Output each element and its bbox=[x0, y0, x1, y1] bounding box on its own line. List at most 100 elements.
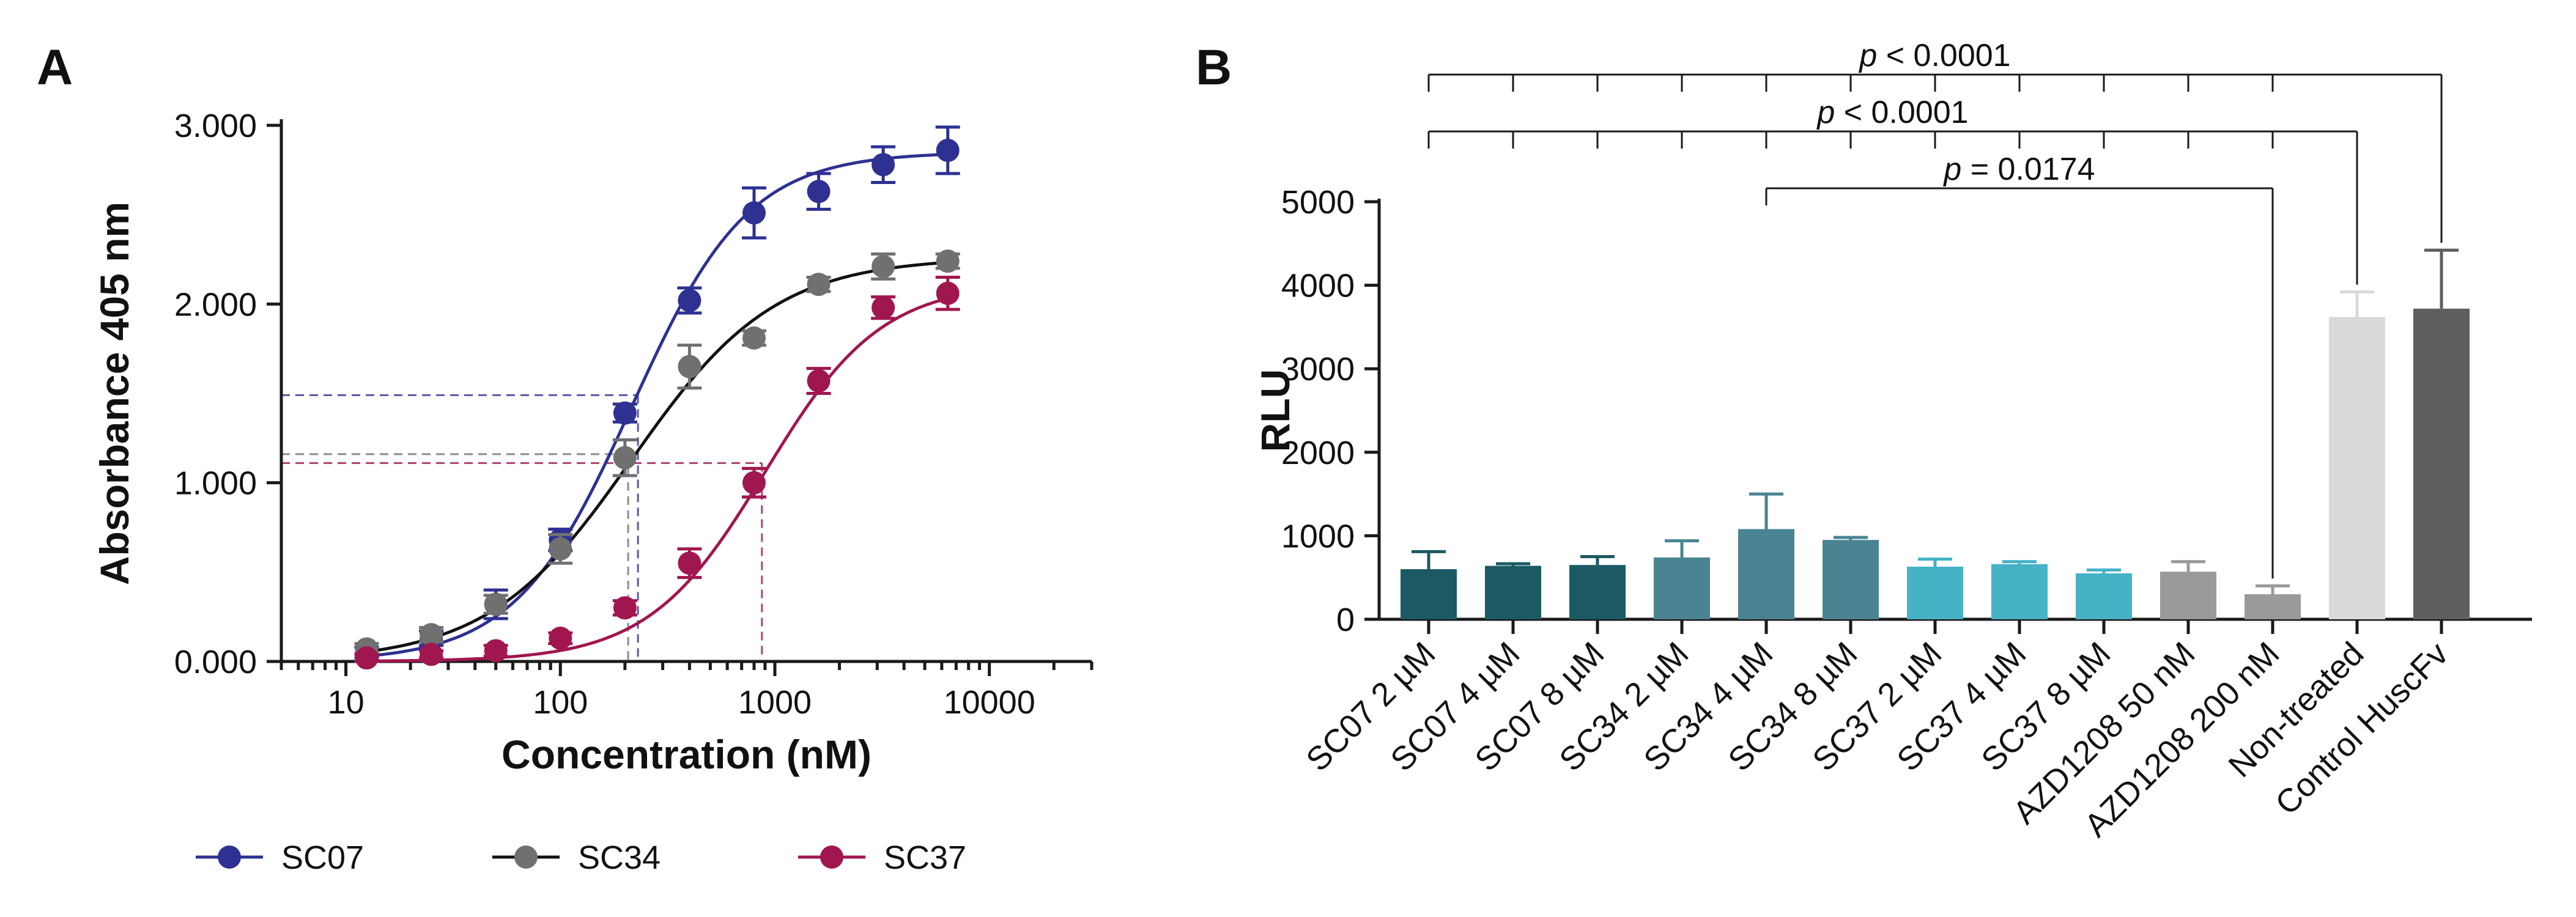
marker bbox=[742, 326, 766, 350]
marker bbox=[678, 355, 701, 378]
significance-bracket: p < 0.0001 bbox=[1427, 38, 2443, 243]
marker bbox=[484, 639, 508, 663]
data-point-sc37 bbox=[612, 596, 637, 620]
bar bbox=[2245, 594, 2301, 619]
legend-label: SC37 bbox=[884, 839, 966, 876]
marker bbox=[936, 249, 960, 273]
bar bbox=[1401, 569, 1457, 619]
fit-curve-sc07 bbox=[366, 153, 948, 658]
y-axis-title: Absorbance 405 nm bbox=[92, 202, 137, 585]
panel-letter-b: B bbox=[1196, 40, 1232, 95]
x-tick-label: 100 bbox=[533, 684, 588, 721]
marker bbox=[936, 281, 960, 305]
legend-label: SC07 bbox=[281, 839, 364, 876]
data-point-sc34 bbox=[419, 623, 444, 647]
p-value: < 0.0001 bbox=[1877, 38, 2010, 73]
marker bbox=[807, 273, 831, 296]
bar bbox=[1485, 565, 1541, 619]
x-tick-label: 10000 bbox=[944, 684, 1035, 721]
x-tick-label: 1000 bbox=[738, 684, 812, 721]
marker bbox=[678, 551, 701, 575]
data-point-sc07 bbox=[677, 286, 702, 315]
marker bbox=[613, 401, 637, 425]
data-point-sc34 bbox=[677, 344, 702, 390]
bar bbox=[1654, 557, 1710, 619]
legend: SC07 SC34 SC37 bbox=[196, 839, 966, 876]
y-tick-label: 4000 bbox=[1281, 268, 1355, 304]
marker bbox=[678, 289, 701, 312]
marker bbox=[355, 646, 379, 670]
legend-label: SC34 bbox=[578, 839, 661, 876]
significance-label: p < 0.0001 bbox=[1858, 38, 2010, 73]
data-point-sc34 bbox=[871, 252, 896, 281]
data-point-sc37 bbox=[419, 643, 444, 666]
y-axis-title-rlu: RLU bbox=[1253, 369, 1298, 452]
y-tick-label: 3.000 bbox=[174, 108, 257, 144]
marker bbox=[549, 626, 572, 650]
y-tick-label: 1000 bbox=[1281, 518, 1355, 554]
data-point-sc07 bbox=[935, 125, 960, 175]
legend-marker bbox=[820, 845, 843, 869]
marker bbox=[613, 446, 637, 470]
y-tick-label: 5000 bbox=[1281, 184, 1355, 221]
x-tick-label: 10 bbox=[328, 684, 365, 721]
data-point-sc34 bbox=[741, 326, 766, 350]
y-tick-label: 3000 bbox=[1281, 351, 1355, 388]
marker bbox=[872, 254, 895, 278]
legend-item-sc34: SC34 bbox=[492, 839, 661, 876]
p-symbol: p bbox=[1858, 38, 1877, 73]
data-point-sc07 bbox=[871, 145, 896, 185]
data-point-sc37 bbox=[483, 639, 508, 663]
y-tick-label: 2.000 bbox=[174, 286, 257, 323]
bar bbox=[2076, 573, 2132, 619]
data-point-sc37 bbox=[935, 275, 960, 311]
data-point-sc07 bbox=[741, 186, 766, 240]
data-points bbox=[354, 125, 960, 670]
data-point-sc34 bbox=[806, 273, 831, 296]
data-point-sc37 bbox=[806, 367, 831, 395]
significance-bracket: p = 0.0174 bbox=[1765, 152, 2274, 579]
x-axis-title: Concentration (nM) bbox=[502, 732, 872, 777]
y-tick-label: 0 bbox=[1336, 602, 1355, 638]
data-point-sc07 bbox=[806, 172, 831, 211]
legend-marker bbox=[514, 845, 538, 869]
legend-item-sc37: SC37 bbox=[798, 839, 966, 876]
data-point-sc37 bbox=[548, 626, 573, 650]
fit-curves bbox=[366, 153, 949, 663]
panel-a-axes: 0.000 1.000 2.000 3.000 10 100 1000 10000 bbox=[174, 108, 1094, 721]
marker bbox=[742, 471, 766, 495]
data-point-sc07 bbox=[612, 401, 637, 425]
p-value: = 0.0174 bbox=[1961, 152, 2095, 187]
data-point-sc34 bbox=[548, 532, 573, 565]
y-tick-label: 0.000 bbox=[174, 644, 257, 680]
bar bbox=[1738, 529, 1794, 619]
significance-label: p = 0.0174 bbox=[1942, 152, 2095, 187]
bar bbox=[1991, 564, 2048, 619]
data-point-sc37 bbox=[871, 295, 896, 320]
p-value: < 0.0001 bbox=[1835, 95, 1968, 130]
marker bbox=[742, 201, 766, 225]
marker bbox=[420, 643, 443, 666]
bar bbox=[1907, 566, 1963, 619]
bar bbox=[2413, 308, 2470, 619]
significance-bracket: p < 0.0001 bbox=[1427, 95, 2358, 285]
panel-a-chart: 0.000 1.000 2.000 3.000 10 100 1000 10000 Conce… bbox=[92, 108, 1094, 876]
bar bbox=[1569, 565, 1626, 619]
panel-letter-a: A bbox=[37, 40, 73, 95]
marker bbox=[807, 180, 831, 204]
legend-marker bbox=[218, 845, 241, 869]
fit-curve-sc34 bbox=[366, 260, 948, 654]
marker bbox=[420, 623, 443, 647]
data-point-sc37 bbox=[741, 466, 766, 499]
bar bbox=[1823, 540, 1879, 619]
marker bbox=[872, 153, 895, 177]
data-point-sc34 bbox=[483, 592, 508, 616]
legend-item-sc07: SC07 bbox=[196, 839, 364, 876]
marker bbox=[936, 138, 960, 162]
y-tick-label: 2000 bbox=[1281, 435, 1355, 471]
significance-label: p < 0.0001 bbox=[1816, 95, 1968, 130]
marker bbox=[613, 596, 637, 620]
